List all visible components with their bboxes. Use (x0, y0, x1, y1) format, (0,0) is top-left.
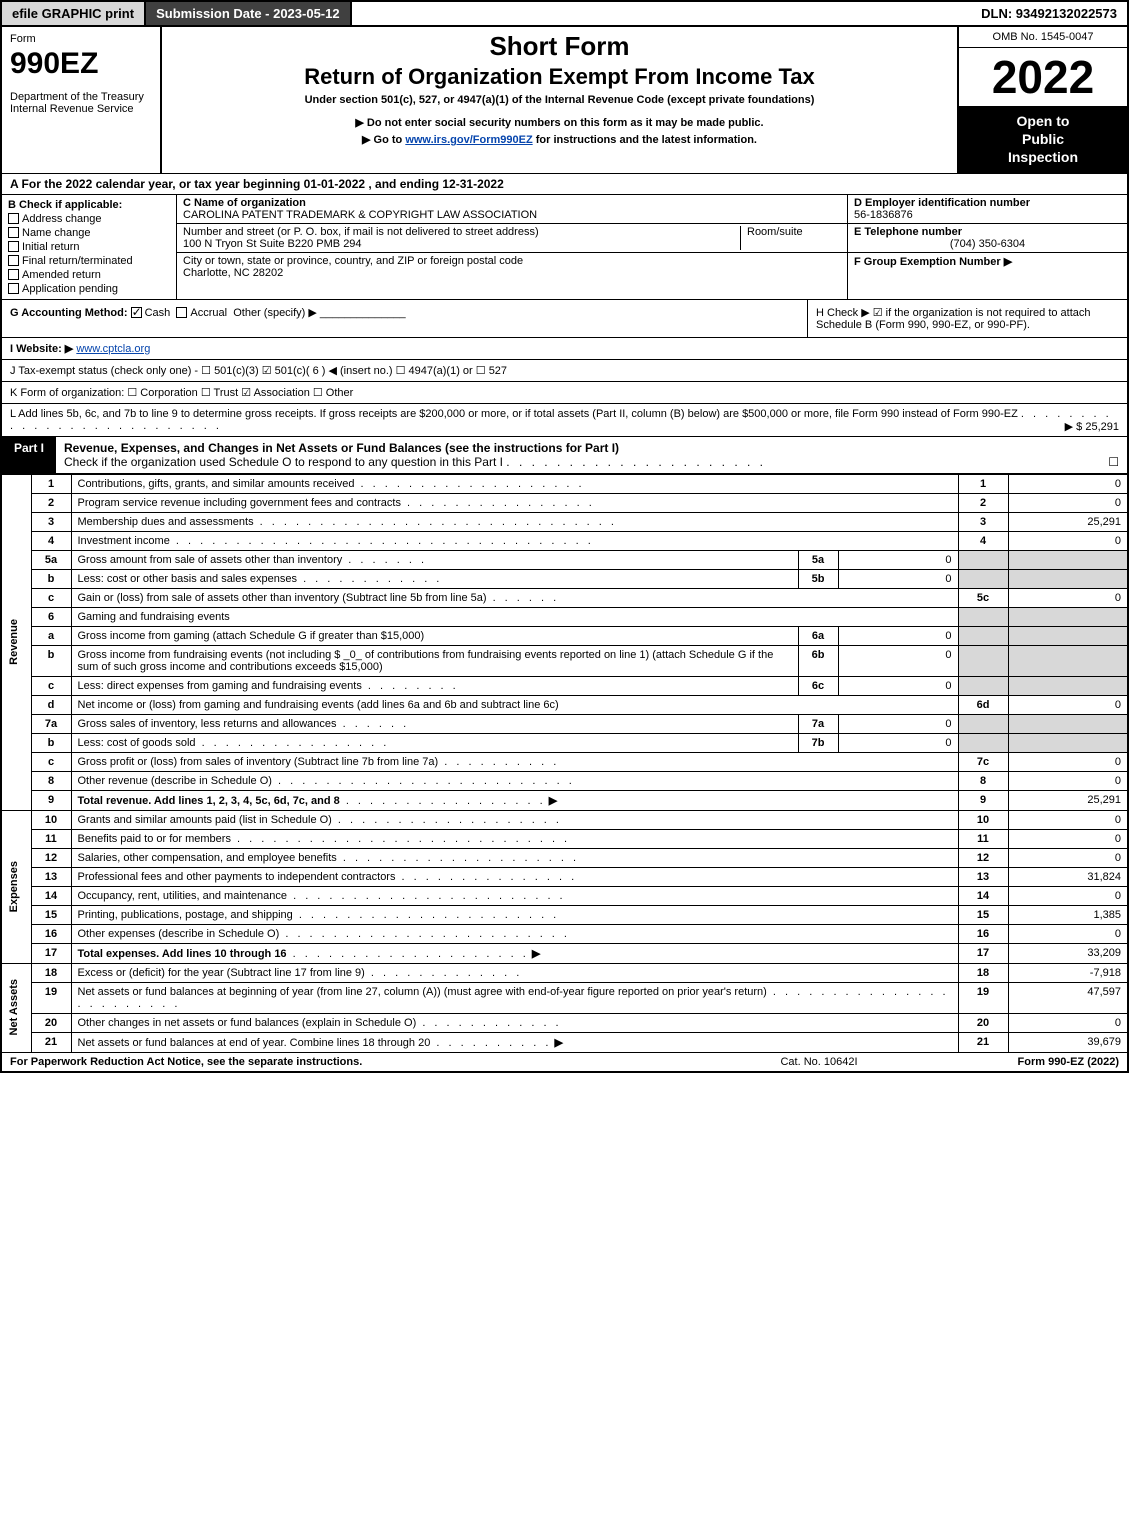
city-label: City or town, state or province, country… (183, 255, 523, 267)
form-title-2: Return of Organization Exempt From Incom… (170, 64, 949, 90)
dln-label: DLN: 93492132022573 (971, 2, 1127, 25)
chk-initial[interactable]: Initial return (8, 241, 170, 253)
chk-name[interactable]: Name change (8, 227, 170, 239)
g-label: G Accounting Method: (10, 307, 128, 319)
form-note-1: ▶ Do not enter social security numbers o… (170, 116, 949, 129)
topbar-spacer (352, 2, 972, 25)
part-i-table: Revenue 1 Contributions, gifts, grants, … (0, 474, 1129, 1053)
header-left: Form 990EZ Department of the Treasury In… (2, 27, 162, 173)
footer-right: Form 990-EZ (2022) (919, 1056, 1119, 1068)
c-label: C Name of organization (183, 197, 306, 209)
form-note-2: ▶ Go to www.irs.gov/Form990EZ for instru… (170, 133, 949, 146)
e-label: E Telephone number (854, 226, 962, 238)
right-info: D Employer identification number 56-1836… (847, 195, 1127, 299)
addr-label: Number and street (or P. O. box, if mail… (183, 226, 539, 238)
row-k: K Form of organization: ☐ Corporation ☐ … (0, 382, 1129, 404)
part-i-tab: Part I (2, 437, 56, 473)
e-value: (704) 350-6304 (854, 238, 1121, 250)
i-label: I Website: ▶ (10, 343, 73, 355)
top-bar: efile GRAPHIC print Submission Date - 20… (0, 0, 1129, 27)
row-a: A For the 2022 calendar year, or tax yea… (0, 174, 1129, 195)
part-i-header: Part I Revenue, Expenses, and Changes in… (0, 437, 1129, 474)
footer-mid: Cat. No. 10642I (719, 1056, 919, 1068)
website-link[interactable]: www.cptcla.org (76, 343, 150, 355)
section-bcdef: B Check if applicable: Address change Na… (0, 195, 1129, 300)
side-revenue: Revenue (1, 474, 31, 810)
row-i: I Website: ▶ www.cptcla.org (0, 338, 1129, 360)
l-text: L Add lines 5b, 6c, and 7b to line 9 to … (10, 408, 1018, 420)
form-subtitle: Under section 501(c), 527, or 4947(a)(1)… (170, 94, 949, 106)
e-block: E Telephone number (704) 350-6304 (848, 224, 1127, 253)
city-block: City or town, state or province, country… (177, 253, 847, 281)
c-block: C Name of organization CAROLINA PATENT T… (177, 195, 847, 224)
form-header: Form 990EZ Department of the Treasury In… (0, 27, 1129, 174)
row-gh: G Accounting Method: Cash Accrual Other … (0, 300, 1129, 338)
chk-final[interactable]: Final return/terminated (8, 255, 170, 267)
tax-year: 2022 (959, 48, 1127, 106)
d-label: D Employer identification number (854, 197, 1030, 209)
inspection-box: Open to Public Inspection (959, 106, 1127, 173)
irs-link[interactable]: www.irs.gov/Form990EZ (405, 134, 532, 146)
chk-amended[interactable]: Amended return (8, 269, 170, 281)
page-footer: For Paperwork Reduction Act Notice, see … (0, 1053, 1129, 1073)
l-amount: ▶ $ 25,291 (1065, 420, 1119, 433)
f-label: F Group Exemption Number ▶ (854, 256, 1012, 268)
chk-pending[interactable]: Application pending (8, 283, 170, 295)
part-i-check[interactable]: ☐ (1108, 455, 1119, 469)
dept-line1: Department of the Treasury (10, 91, 152, 103)
f-block: F Group Exemption Number ▶ (848, 253, 1127, 270)
dept-line2: Internal Revenue Service (10, 103, 152, 115)
ln1-v: 0 (1008, 474, 1128, 493)
header-right: OMB No. 1545-0047 2022 Open to Public In… (957, 27, 1127, 173)
h-schedule-b: H Check ▶ ☑ if the organization is not r… (807, 300, 1127, 337)
omb-number: OMB No. 1545-0047 (959, 27, 1127, 48)
inspection-2: Public (965, 130, 1121, 148)
checkboxes-b: B Check if applicable: Address change Na… (2, 195, 177, 299)
d-value: 56-1836876 (854, 209, 913, 221)
efile-print-button[interactable]: efile GRAPHIC print (2, 2, 146, 25)
org-info: C Name of organization CAROLINA PATENT T… (177, 195, 847, 299)
note2-pre: ▶ Go to (362, 134, 405, 146)
chk-accrual[interactable] (176, 307, 187, 318)
chk-address[interactable]: Address change (8, 213, 170, 225)
c-value: CAROLINA PATENT TRADEMARK & COPYRIGHT LA… (183, 209, 537, 221)
ln1-c: 1 (958, 474, 1008, 493)
chk-cash[interactable] (131, 307, 142, 318)
side-netassets: Net Assets (1, 963, 31, 1052)
form-number: 990EZ (10, 47, 152, 81)
room-label: Room/suite (741, 226, 841, 250)
addr-block: Number and street (or P. O. box, if mail… (177, 224, 847, 253)
form-word: Form (10, 33, 152, 45)
row-j: J Tax-exempt status (check only one) - ☐… (0, 360, 1129, 382)
footer-left: For Paperwork Reduction Act Notice, see … (10, 1056, 719, 1068)
form-title-1: Short Form (170, 31, 949, 62)
inspection-1: Open to (965, 112, 1121, 130)
addr-value: 100 N Tryon St Suite B220 PMB 294 (183, 238, 362, 250)
side-expenses: Expenses (1, 810, 31, 963)
note2-post: for instructions and the latest informat… (533, 134, 757, 146)
inspection-3: Inspection (965, 148, 1121, 166)
part-i-title: Revenue, Expenses, and Changes in Net As… (56, 437, 1127, 473)
city-value: Charlotte, NC 28202 (183, 267, 283, 279)
header-mid: Short Form Return of Organization Exempt… (162, 27, 957, 173)
submission-date: Submission Date - 2023-05-12 (146, 2, 352, 25)
b-title: B Check if applicable: (8, 199, 122, 211)
g-accounting: G Accounting Method: Cash Accrual Other … (2, 300, 807, 337)
ln1-text: Contributions, gifts, grants, and simila… (71, 474, 958, 493)
ln1-num: 1 (31, 474, 71, 493)
g-other: Other (specify) ▶ (233, 307, 317, 319)
row-l: L Add lines 5b, 6c, and 7b to line 9 to … (0, 404, 1129, 437)
d-block: D Employer identification number 56-1836… (848, 195, 1127, 224)
